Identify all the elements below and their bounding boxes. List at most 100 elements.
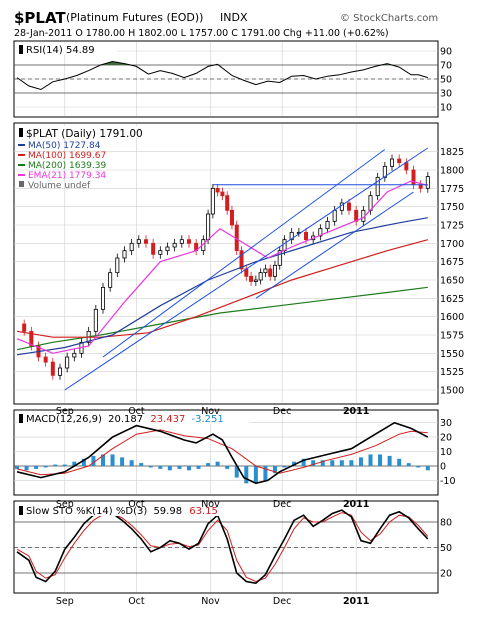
- x-tick-label: Dec: [273, 499, 291, 510]
- x-tick-label: Dec: [273, 406, 291, 417]
- rsi-layer: 10 30 50 70 90: [14, 42, 452, 116]
- macd-hist-bar: [100, 454, 105, 466]
- macd-hist-bar: [406, 463, 411, 466]
- stoch-k-value: 59.98: [153, 506, 182, 517]
- macd-hist-bar: [349, 460, 354, 466]
- macd-hist-bar: [34, 466, 39, 469]
- stoch-tick-label: 50: [440, 543, 452, 554]
- stoch-k-line: [16, 509, 429, 585]
- macd-hist-bar: [397, 458, 402, 466]
- macd-hist-bar: [301, 458, 306, 466]
- price-candle: [165, 246, 170, 252]
- price-candle: [57, 367, 62, 376]
- macd-hist-bar: [215, 461, 220, 466]
- price-candle: [210, 187, 215, 215]
- macd-hist-bar: [196, 466, 201, 469]
- legend-entry: MA(100) 1699.67: [28, 151, 106, 161]
- macd-layer: -10 0 10 20 30: [14, 411, 456, 494]
- price-candle: [215, 187, 220, 193]
- price-tick-label: 1525: [440, 367, 464, 378]
- macd-signal-line: [16, 429, 428, 476]
- price-candle: [151, 242, 156, 255]
- macd-hist-bar: [368, 454, 373, 466]
- price-candle: [172, 242, 177, 248]
- macd-hist-bar: [225, 466, 230, 469]
- legend-entry: MA(200) 1639.39: [28, 161, 106, 171]
- price-legend: $PLAT (Daily) 1791.00 MA(50) 1727.84MA(1…: [17, 126, 157, 191]
- price-candle: [115, 257, 120, 274]
- price-candle: [22, 323, 27, 332]
- x-tick-label: Sep: [56, 499, 74, 510]
- price-candle: [268, 268, 273, 277]
- svg-text:MACD(12,26,9) 20.187: MACD(12,26,9) 20.187 23.437 -3.251: [26, 414, 224, 425]
- price-candle: [229, 209, 234, 226]
- macd-hist-bar: [253, 466, 258, 484]
- macd-value: 20.187: [108, 414, 143, 425]
- rsi-overbought-fill: [17, 61, 428, 65]
- price-candle: [304, 231, 309, 241]
- price-candle: [93, 308, 98, 332]
- price-candle: [277, 250, 282, 266]
- price-candle: [325, 220, 330, 230]
- x-tick-label: Oct: [128, 596, 145, 607]
- macd-hist-bar: [339, 460, 344, 466]
- price-tick-label: 1625: [440, 294, 464, 305]
- macd-hist-bar: [378, 454, 383, 466]
- price-tick-label: 1800: [440, 166, 464, 177]
- price-label: $PLAT (Daily) 1791.00: [26, 128, 143, 140]
- x-tick-label: Dec: [273, 596, 291, 607]
- trendline: [64, 147, 429, 391]
- price-candle: [397, 158, 402, 164]
- macd-hist-bar: [244, 466, 249, 484]
- macd-tick-label: 20: [440, 433, 452, 444]
- stoch-panel: [13, 500, 439, 594]
- price-candle: [100, 286, 105, 310]
- stockcharts-watermark: © StockCharts.com: [340, 13, 438, 24]
- price-candle: [263, 268, 268, 274]
- price-candle: [143, 239, 148, 244]
- legend-swatch: [19, 181, 24, 187]
- rsi-tick-label: 30: [440, 89, 452, 100]
- price-candle: [50, 361, 55, 376]
- macd-hist-bar: [43, 466, 48, 468]
- stoch-label: Slow STO %K(14) %D(3): [26, 506, 147, 517]
- rsi-tick-label: 90: [440, 47, 452, 58]
- exchange-label: INDX: [220, 11, 248, 24]
- price-candle: [29, 330, 34, 347]
- price-tick-label: 1550: [440, 349, 464, 360]
- macd-hist-bar: [72, 461, 77, 466]
- ema21-line: [16, 180, 428, 354]
- stoch-tick-label: 80: [440, 518, 452, 529]
- legend-entry: Volume undef: [28, 181, 91, 191]
- macd-tick-label: 0: [440, 462, 446, 473]
- price-candle: [72, 352, 77, 358]
- macd-hist-bar: [330, 460, 335, 466]
- price-candle: [65, 356, 70, 369]
- macd-hist-bar: [158, 466, 163, 469]
- price-tick-label: 1675: [440, 257, 464, 268]
- x-tick-label: Oct: [128, 499, 145, 510]
- price-candle: [206, 213, 211, 241]
- macd-hist-bar: [62, 464, 67, 466]
- price-tick-label: 1725: [440, 221, 464, 232]
- price-tick-label: 1650: [440, 276, 464, 287]
- price-candle: [425, 176, 430, 189]
- quote-line: 28-Jan-2011 O 1780.00 H 1802.00 L 1757.0…: [14, 28, 389, 39]
- price-candle: [43, 356, 48, 363]
- trendline: [255, 191, 414, 299]
- macd-hist-bar: [206, 463, 211, 466]
- macd-label-group: MACD(12,26,9) 20.187 23.437 -3.251: [17, 412, 249, 425]
- rsi-label-group: RSI(14) 54.89: [17, 43, 117, 56]
- x-tick-label: Nov: [201, 406, 220, 417]
- stoch-label-group: Slow STO %K(14) %D(3) 59.98 63.15: [17, 504, 232, 517]
- price-candle: [220, 191, 225, 197]
- macd-hist-bar: [186, 466, 191, 471]
- price-candle: [136, 239, 141, 244]
- legend-entry: EMA(21) 1779.34: [28, 171, 106, 181]
- price-tick-label: 1700: [440, 239, 464, 250]
- price-candle: [347, 202, 352, 211]
- x-tick-label: Oct: [128, 406, 145, 417]
- x-axis: Sep Oct Nov Dec 2011 Sep Oct Nov Dec 2011 Sep Oct No…: [56, 406, 370, 607]
